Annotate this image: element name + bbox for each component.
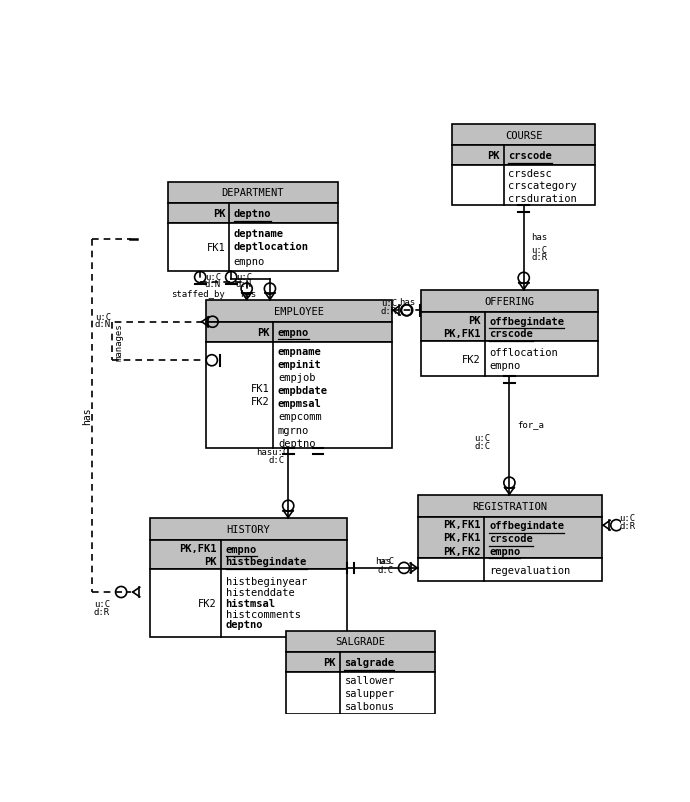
Text: crsdesc
crscategory
crsduration: crsdesc crscategory crsduration: [509, 168, 577, 204]
Text: empbdate: empbdate: [278, 386, 328, 395]
Bar: [206, 322, 393, 342]
Text: has: has: [82, 407, 92, 424]
Bar: [421, 342, 598, 377]
Text: u:C: u:C: [377, 557, 394, 565]
Text: deptno: deptno: [234, 209, 271, 219]
Text: d:C: d:C: [475, 441, 491, 451]
Text: for_a: for_a: [517, 420, 544, 429]
Bar: [286, 630, 435, 652]
Text: FK2: FK2: [462, 354, 481, 364]
Bar: [150, 540, 348, 569]
Text: regevaluation: regevaluation: [489, 565, 570, 575]
Text: crscode: crscode: [509, 152, 552, 161]
Text: empname: empname: [278, 346, 322, 357]
Text: FK1
FK2: FK1 FK2: [250, 384, 270, 407]
Bar: [150, 518, 348, 540]
Bar: [421, 291, 598, 312]
Text: empcomm: empcomm: [278, 412, 322, 422]
Text: empno: empno: [489, 546, 520, 556]
Text: FK1: FK1: [206, 243, 225, 253]
Text: empmsal: empmsal: [278, 399, 322, 409]
Bar: [206, 342, 393, 448]
Text: u:C: u:C: [620, 513, 635, 522]
Text: PK: PK: [324, 658, 336, 667]
Text: histbegindate: histbegindate: [226, 557, 307, 566]
Text: PK: PK: [257, 327, 270, 338]
Bar: [168, 182, 338, 204]
Text: COURSE: COURSE: [505, 131, 542, 140]
Text: d:R: d:R: [381, 307, 397, 316]
Text: has: has: [399, 298, 415, 306]
Bar: [150, 569, 348, 637]
Text: PK,FK1
PK,FK1
PK,FK2: PK,FK1 PK,FK1 PK,FK2: [443, 520, 480, 556]
Text: empno: empno: [278, 327, 309, 338]
Bar: [452, 166, 595, 206]
Text: PK: PK: [213, 209, 225, 219]
Text: offlocation
empno: offlocation empno: [489, 348, 558, 371]
Text: hasu:C: hasu:C: [256, 448, 288, 456]
Text: d:R: d:R: [620, 521, 635, 531]
Text: mgrno: mgrno: [278, 425, 309, 435]
Text: d:N: d:N: [236, 279, 252, 288]
Text: has: has: [375, 556, 391, 565]
Text: d:C: d:C: [269, 456, 285, 464]
Text: u:C: u:C: [95, 312, 111, 322]
Text: deptno: deptno: [226, 620, 263, 630]
Text: HISTORY: HISTORY: [227, 525, 270, 534]
Bar: [452, 146, 595, 166]
Text: u:C: u:C: [236, 273, 252, 282]
Text: sallower
salupper
salbonus: sallower salupper salbonus: [344, 675, 395, 711]
Bar: [206, 301, 393, 322]
Text: offbegindate: offbegindate: [489, 316, 564, 326]
Bar: [452, 124, 595, 146]
Bar: [418, 558, 602, 581]
Text: deptname
deptlocation: deptname deptlocation: [234, 229, 308, 252]
Text: deptno: deptno: [278, 438, 315, 448]
Text: d:C: d:C: [377, 565, 394, 574]
Text: staffed_by: staffed_by: [170, 290, 224, 299]
Text: empinit: empinit: [278, 359, 322, 370]
Bar: [286, 672, 435, 714]
Text: histbeginyear: histbeginyear: [226, 577, 307, 586]
Text: crscode: crscode: [489, 329, 533, 339]
Text: empjob: empjob: [278, 373, 315, 383]
Text: histenddate: histenddate: [226, 587, 295, 597]
Text: SALGRADE: SALGRADE: [335, 637, 386, 646]
Bar: [168, 224, 338, 272]
Bar: [286, 652, 435, 672]
Bar: [418, 517, 602, 558]
Text: has: has: [531, 233, 548, 241]
Text: crscode: crscode: [489, 533, 533, 543]
Text: d:N: d:N: [205, 279, 221, 288]
Text: d:N: d:N: [95, 319, 111, 328]
Text: REGISTRATION: REGISTRATION: [473, 501, 548, 511]
Text: FK2: FK2: [198, 598, 217, 608]
Text: empno: empno: [234, 257, 265, 266]
Text: PK
PK,FK1: PK PK,FK1: [443, 315, 481, 338]
Text: PK,FK1
PK: PK,FK1 PK: [179, 543, 217, 566]
Text: u:C: u:C: [531, 245, 548, 254]
Text: has: has: [241, 290, 257, 298]
Text: manages: manages: [115, 322, 124, 360]
Text: d:R: d:R: [94, 607, 110, 616]
Text: u:C: u:C: [205, 273, 221, 282]
Text: DEPARTMENT: DEPARTMENT: [221, 188, 284, 198]
Text: u:C: u:C: [94, 599, 110, 608]
Text: u:C: u:C: [381, 298, 397, 307]
Text: histcomments: histcomments: [226, 609, 301, 619]
Bar: [418, 496, 602, 517]
Text: histmsal: histmsal: [226, 598, 275, 608]
Text: d:R: d:R: [531, 253, 548, 262]
Text: empno: empno: [226, 544, 257, 554]
Text: offbegindate: offbegindate: [489, 520, 564, 531]
Text: OFFERING: OFFERING: [484, 297, 534, 306]
Text: PK: PK: [487, 152, 500, 161]
Text: u:C: u:C: [475, 433, 491, 442]
Bar: [168, 204, 338, 224]
Bar: [421, 312, 598, 342]
Text: EMPLOYEE: EMPLOYEE: [275, 306, 324, 317]
Text: salgrade: salgrade: [344, 658, 395, 667]
